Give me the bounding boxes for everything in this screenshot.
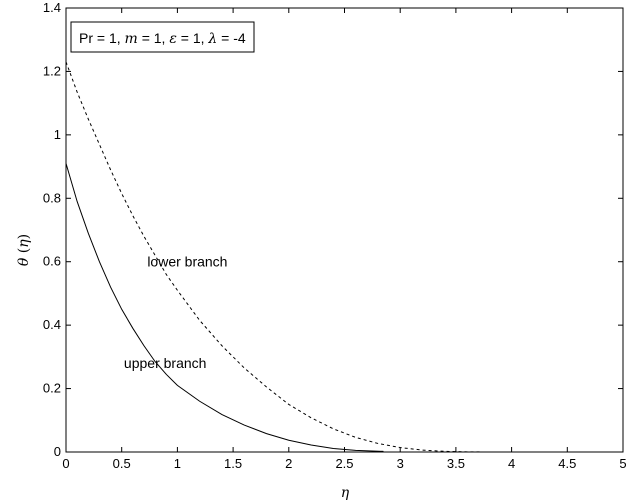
chart-ticks: 0 0.5 1 1.5 2 2.5 3 3.5 4 4.5 5 0 0.2 0.4 0.6 0.8 1 1.2 1.… — [43, 0, 626, 471]
y-axis-label: θ (η) — [16, 234, 32, 266]
y-tick-label: 0 — [54, 444, 61, 459]
x-tick-label: 0.5 — [113, 456, 131, 471]
x-tick-label: 0 — [62, 456, 69, 471]
parameter-box: Pr = 1, m = 1, ε = 1, λ = -4 — [70, 21, 255, 53]
y-axis-label-arg: η — [16, 239, 32, 248]
x-tick-label: 2.5 — [335, 456, 353, 471]
x-tick-label: 3 — [397, 456, 404, 471]
x-tick-label: 4.5 — [558, 456, 576, 471]
y-tick-label: 0.2 — [43, 381, 61, 396]
y-tick-label: 0.8 — [43, 190, 61, 205]
x-tick-label: 1 — [174, 456, 181, 471]
plot-area — [66, 8, 623, 452]
chart-annotations: lower branch upper branch — [124, 254, 228, 371]
x-tick-label: 2 — [285, 456, 292, 471]
y-tick-label: 1.2 — [43, 63, 61, 78]
y-tick-label: 1.4 — [43, 0, 61, 15]
annotation-lower-branch: lower branch — [147, 254, 227, 270]
x-axis-label: η — [341, 485, 350, 501]
y-axis-label-symbol: θ — [16, 257, 32, 266]
annotation-upper-branch: upper branch — [124, 355, 207, 371]
y-tick-label: 1 — [54, 127, 61, 142]
x-tick-label: 5 — [619, 456, 626, 471]
y-tick-label: 0.4 — [43, 317, 61, 332]
x-tick-label: 3.5 — [447, 456, 465, 471]
plot-background — [66, 8, 623, 452]
series-upper-branch-line — [65, 163, 384, 452]
parameter-text: Pr = 1, m = 1, ε = 1, λ = -4 — [79, 30, 246, 47]
parameter-box-frame — [70, 21, 255, 53]
x-tick-label: 1.5 — [224, 456, 242, 471]
svg-text:θ (η): θ (η) — [16, 234, 32, 266]
x-tick-label: 4 — [508, 456, 515, 471]
y-tick-label: 0.6 — [43, 254, 61, 269]
